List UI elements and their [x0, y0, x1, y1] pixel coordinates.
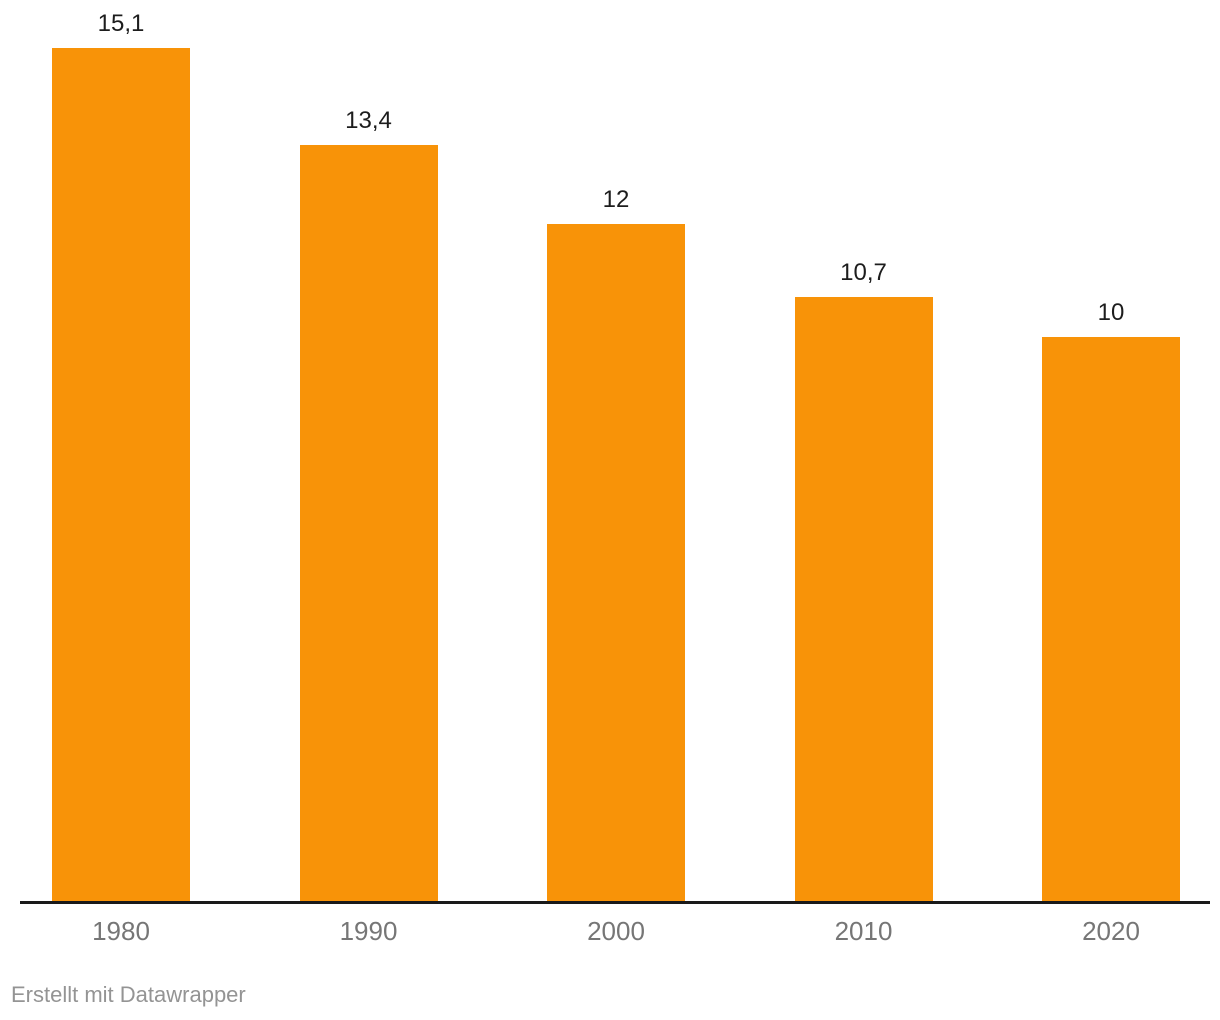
bar[interactable]: [547, 223, 685, 903]
bar-value-label: 10,7: [840, 259, 887, 287]
x-tick-label: 2010: [834, 916, 893, 946]
x-tick-label: 2000: [587, 916, 645, 946]
bar[interactable]: [52, 48, 190, 903]
x-tick-label: 2020: [1082, 916, 1140, 946]
bar-value-label: 10: [1097, 299, 1125, 326]
x-tick-label: 1990: [339, 916, 398, 946]
attribution: Erstellt mit Datawrapper: [11, 982, 246, 1007]
bar[interactable]: [1042, 337, 1180, 903]
bar-value-label: 12: [602, 185, 630, 213]
bar[interactable]: [794, 297, 933, 903]
x-tick-label: 1980: [92, 916, 150, 946]
bar-value-label: 15,1: [97, 10, 145, 38]
x-axis-line: [20, 901, 1210, 904]
bar-value-label: 13,4: [345, 106, 392, 134]
bar[interactable]: [299, 144, 438, 903]
